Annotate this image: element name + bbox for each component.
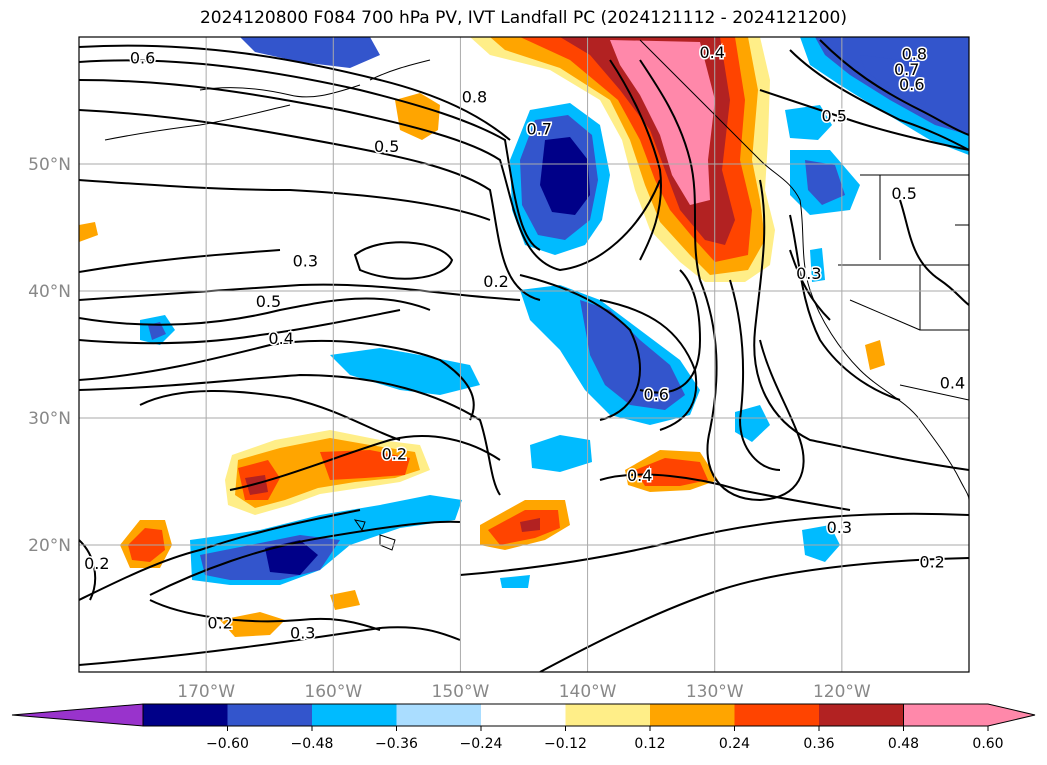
- colorbar-tick-label: 0.60: [972, 736, 1003, 752]
- colorbar-segment: [481, 704, 566, 726]
- colorbar: −0.60 −0.48 −0.36 −0.24 −0.12 0.12 0.24 0.36 0.4…: [11, 703, 1036, 752]
- contour-label: 0.5: [891, 184, 916, 203]
- colorbar-segment: [396, 704, 481, 726]
- pv-negative-anomaly-hawaii: [190, 495, 462, 585]
- pv-negative-anomaly-gulf: [510, 103, 610, 255]
- longitude-tick-label: 170°W: [177, 682, 235, 702]
- contour-label: 0.6: [644, 385, 669, 404]
- contour-label: 0.8: [902, 45, 927, 64]
- longitude-tick-label: 120°W: [813, 682, 871, 702]
- longitude-tick-label: 150°W: [432, 682, 490, 702]
- colorbar-tick-label: −0.24: [460, 736, 503, 752]
- chart-title: 2024120800 F084 700 hPa PV, IVT Landfall…: [199, 8, 847, 28]
- colorbar-tick-label: −0.48: [291, 736, 334, 752]
- pv-negative-anomaly-patches: [140, 105, 860, 588]
- contour-label: 0.5: [256, 292, 281, 311]
- colorbar-under-extend: [11, 703, 144, 727]
- contour-label: 0.5: [822, 107, 847, 126]
- colorbar-tick-label: 0.12: [634, 736, 665, 752]
- colorbar-segment: [734, 704, 819, 726]
- colorbar-tick-label: −0.12: [544, 736, 587, 752]
- colorbar-segment: [565, 704, 650, 726]
- colorbar-over-extend: [903, 703, 1036, 727]
- latitude-tick-label: 50°N: [28, 155, 71, 175]
- contour-label: 0.7: [894, 60, 919, 79]
- contour-label: 0.5: [374, 137, 399, 156]
- contour-label: 0.2: [207, 613, 232, 632]
- pv-positive-anomaly-subtropics: [79, 93, 885, 637]
- latitude-tick-label: 40°N: [28, 282, 71, 302]
- ivt-contours: [79, 39, 969, 672]
- pv-negative-anomaly-band: [520, 285, 700, 425]
- contour-label: 0.4: [627, 466, 652, 485]
- colorbar-tick-label: 0.36: [803, 736, 834, 752]
- coastlines: [104, 39, 969, 551]
- contour-label: 0.8: [462, 88, 487, 107]
- contour-label: 0.2: [84, 554, 109, 573]
- contour-label: 0.3: [796, 264, 821, 283]
- contour-label: 0.3: [827, 518, 852, 537]
- colorbar-segment: [143, 704, 228, 726]
- latitude-tick-label: 30°N: [28, 409, 71, 429]
- contour-label: 0.6: [899, 75, 924, 94]
- contour-labels: 0.60.80.70.50.4 0.80.70.60.50.50.30.30.20…: [83, 42, 967, 644]
- colorbar-tick-label: −0.36: [375, 736, 418, 752]
- pv-negative-anomaly-northwest: [240, 37, 380, 68]
- colorbar-segment: [819, 704, 904, 726]
- graticule: [79, 37, 969, 672]
- contour-label: 0.7: [527, 119, 552, 138]
- colorbar-segment: [312, 704, 397, 726]
- colorbar-tick-label: 0.48: [888, 736, 919, 752]
- map-frame: [78, 36, 970, 673]
- colorbar-segment: [650, 704, 735, 726]
- contour-label: 0.4: [940, 373, 965, 392]
- axis-tick-labels: 170°W 160°W 150°W 140°W 130°W 120°W 20°N 30°N 40…: [28, 155, 871, 702]
- colorbar-tick-label: 0.24: [719, 736, 750, 752]
- contour-label: 0.2: [382, 445, 407, 464]
- contour-label: 0.3: [290, 624, 315, 643]
- colorbar-frame: [142, 703, 904, 727]
- contour-label: 0.6: [130, 48, 155, 67]
- colorbar-tick-label: −0.60: [206, 736, 249, 752]
- contour-label: 0.3: [293, 252, 318, 271]
- contour-label: 0.2: [483, 272, 508, 291]
- colorbar-segment: [227, 704, 312, 726]
- latitude-tick-label: 20°N: [28, 536, 71, 556]
- longitude-tick-label: 140°W: [559, 682, 617, 702]
- contour-label: 0.4: [699, 43, 724, 62]
- contour-label: 0.2: [919, 553, 944, 572]
- contour-label: 0.4: [268, 329, 293, 348]
- longitude-tick-label: 130°W: [686, 682, 744, 702]
- longitude-tick-label: 160°W: [304, 682, 362, 702]
